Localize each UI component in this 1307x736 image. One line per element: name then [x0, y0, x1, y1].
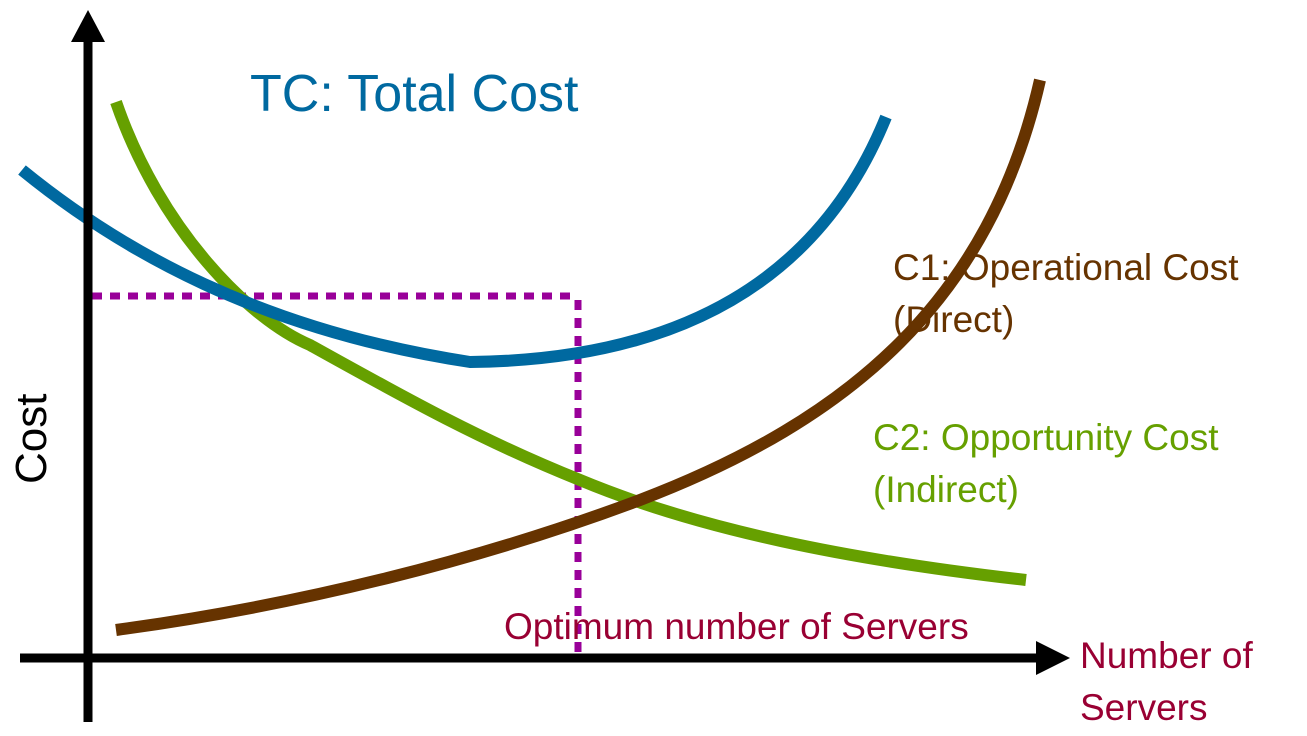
optimum-annotation-label: Optimum number of Servers: [504, 606, 969, 647]
x-axis-label-line1: Number of: [1080, 635, 1253, 676]
c1-series-label-line1: C1: Operational Cost: [893, 247, 1239, 288]
tc-total-cost-curve: [18, 114, 892, 369]
c1-operational-cost-curve: [115, 78, 1046, 636]
labels: TC: Total Cost C1: Operational Cost (Dir…: [7, 65, 1253, 728]
c2-series-label-line2: (Indirect): [873, 469, 1019, 510]
x-axis-label-line2: Servers: [1080, 687, 1207, 728]
c2-series-label-line1: C2: Opportunity Cost: [873, 417, 1219, 458]
tc-series-label: TC: Total Cost: [250, 65, 579, 123]
x-axis-arrowhead: [1036, 641, 1070, 675]
axes: [20, 10, 1070, 722]
c1-series-label-line2: (Direct): [893, 299, 1014, 340]
c2-opportunity-cost-curve: [110, 100, 1027, 586]
y-axis-label: Cost: [7, 394, 56, 484]
y-axis-arrowhead: [71, 10, 105, 42]
series-curves: [18, 78, 1046, 636]
